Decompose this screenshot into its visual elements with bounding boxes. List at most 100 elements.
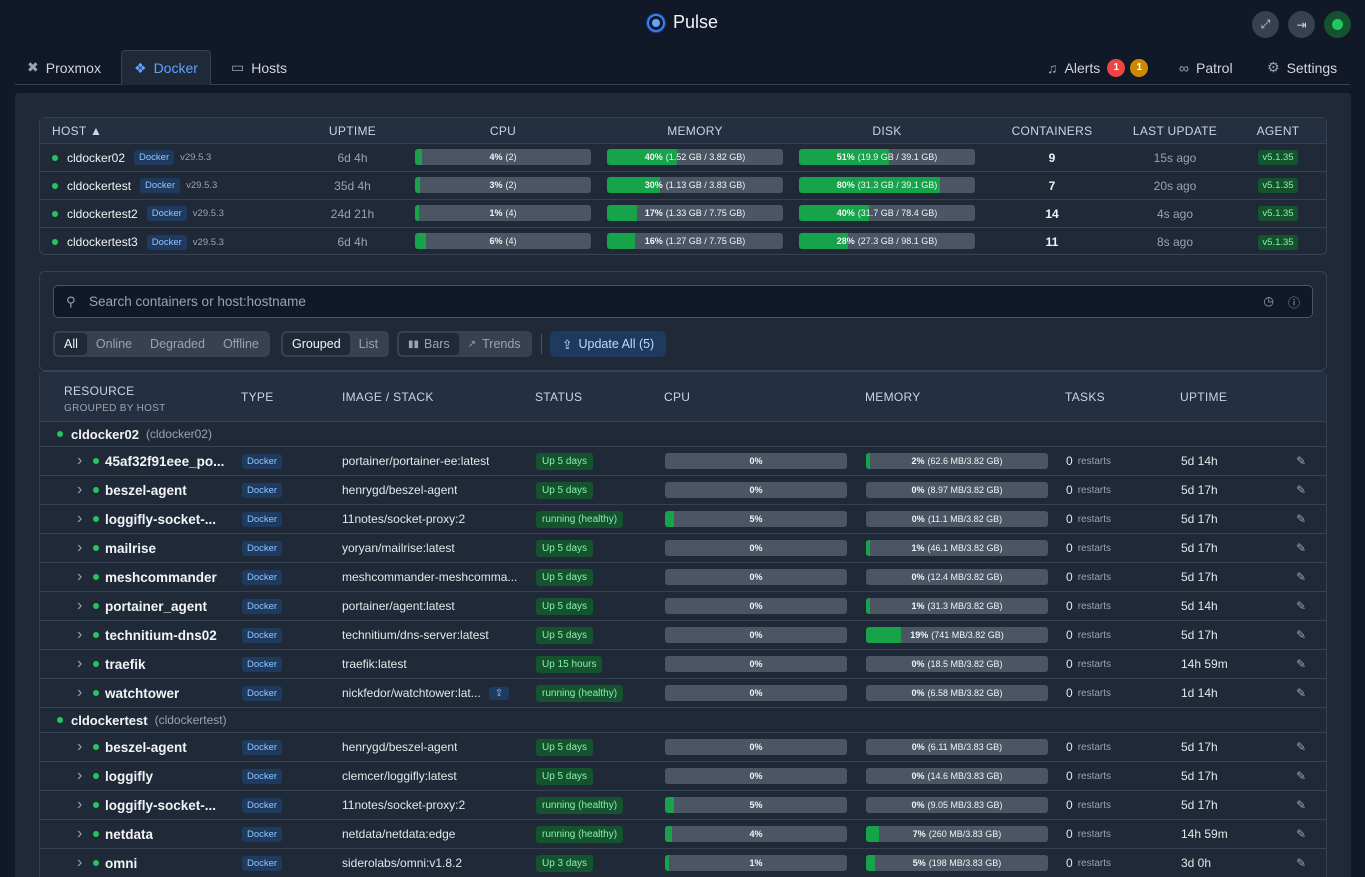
container-row[interactable]: › meshcommander Docker meshcommander-meshco… [40, 563, 1326, 592]
filter-all[interactable]: All [55, 333, 87, 355]
edit-pencil-icon[interactable]: ✎ [1296, 657, 1307, 671]
header-resource[interactable]: RESOURCE [64, 384, 135, 398]
edit-pencil-icon[interactable]: ✎ [1296, 769, 1307, 783]
container-row[interactable]: › loggifly-socket-... Docker 11notes/socket… [40, 791, 1326, 820]
chevron-right-icon[interactable]: › [77, 481, 83, 498]
header-memory[interactable]: MEMORY [667, 123, 723, 138]
history-icon[interactable]: ◷ [1263, 294, 1274, 308]
edit-pencil-icon[interactable]: ✎ [1296, 798, 1307, 812]
header-containers[interactable]: CONTAINERS [1011, 123, 1093, 138]
logout-icon[interactable]: ⇥ [1288, 11, 1315, 38]
filter-offline[interactable]: Offline [222, 337, 259, 351]
connection-status-icon[interactable] [1324, 11, 1351, 38]
status-badge: running (healthy) [536, 825, 624, 843]
chevron-right-icon[interactable]: › [77, 854, 83, 871]
edit-pencil-icon[interactable]: ✎ [1296, 856, 1307, 870]
filter-degraded[interactable]: Degraded [150, 337, 205, 351]
mode-trends[interactable]: ↗ Trends [459, 333, 530, 355]
container-row[interactable]: › beszel-agent Docker henrygd/beszel-agent U… [40, 476, 1326, 505]
view-grouped[interactable]: Grouped [283, 333, 350, 355]
fullscreen-icon[interactable]: ⤢ [1252, 11, 1279, 38]
last-update: 20s ago [1153, 178, 1197, 193]
tab-proxmox[interactable]: ✖ Proxmox [27, 59, 101, 76]
container-row[interactable]: › 45af32f91eee_po... Docker portainer/porta… [40, 447, 1326, 476]
container-uptime: 5d 17h [1181, 769, 1218, 783]
header-type[interactable]: TYPE [241, 389, 274, 404]
container-type-badge: Docker [242, 685, 283, 701]
running-status-icon [93, 860, 99, 866]
info-icon[interactable]: ⓘ [1287, 296, 1300, 310]
host-row[interactable]: cldockertest2 Docker v29.5.3 24d 21h 1% (4) 17… [40, 200, 1326, 228]
container-row[interactable]: › technitium-dns02 Docker technitium/dns-se… [40, 621, 1326, 650]
chevron-right-icon[interactable]: › [77, 684, 83, 701]
host-row[interactable]: cldocker02 Docker v29.5.3 6d 4h 4% (2) 40% (1.5… [40, 144, 1326, 172]
cpu-bar-fill [665, 826, 673, 842]
edit-pencil-icon[interactable]: ✎ [1296, 512, 1307, 526]
edit-pencil-icon[interactable]: ✎ [1296, 686, 1307, 700]
chevron-right-icon[interactable]: › [77, 767, 83, 784]
mode-bars[interactable]: ▮▮ Bars [399, 333, 459, 355]
header-disk[interactable]: DISK [872, 123, 902, 138]
header-last-update[interactable]: LAST UPDATE [1132, 123, 1218, 138]
container-name: watchtower [105, 685, 180, 701]
container-image: yoryan/mailrise:latest [342, 541, 455, 555]
edit-pencil-icon[interactable]: ✎ [1296, 483, 1307, 497]
chevron-right-icon[interactable]: › [77, 597, 83, 614]
container-row[interactable]: › traefik Docker traefik:latest Up 15 hours 0… [40, 650, 1326, 679]
edit-pencil-icon[interactable]: ✎ [1296, 541, 1307, 555]
chevron-right-icon[interactable]: › [77, 510, 83, 527]
chevron-right-icon[interactable]: › [77, 626, 83, 643]
container-count: 14 [1045, 206, 1059, 221]
container-row[interactable]: › watchtower Docker nickfedor/watchtower:la… [40, 679, 1326, 708]
container-row[interactable]: › mailrise Docker yoryan/mailrise:latest Up … [40, 534, 1326, 563]
tab-alerts[interactable]: ♫ Alerts 1 1 [1035, 50, 1160, 85]
edit-pencil-icon[interactable]: ✎ [1296, 740, 1307, 754]
header-uptime[interactable]: UPTIME [328, 123, 377, 138]
header-host[interactable]: HOST ▲ [52, 123, 103, 138]
container-row[interactable]: › beszel-agent Docker henrygd/beszel-agent U… [40, 733, 1326, 762]
update-available-icon[interactable]: ⇪ [488, 686, 510, 700]
memory-bar-fill [866, 826, 879, 842]
container-row[interactable]: › omni Docker siderolabs/omni:v1.8.2 Up 3 da… [40, 849, 1326, 877]
search-input[interactable]: ⚲ Search containers or host:hostname ◷ ⓘ [53, 285, 1313, 318]
container-row[interactable]: › loggifly Docker clemcer/loggifly:latest Up… [40, 762, 1326, 791]
chevron-right-icon[interactable]: › [77, 796, 83, 813]
view-list[interactable]: List [358, 337, 379, 351]
update-all-button[interactable]: ⇪ Update All (5) [550, 331, 667, 357]
chevron-right-icon[interactable]: › [77, 539, 83, 556]
host-row[interactable]: cldockertest Docker v29.5.3 35d 4h 3% (2) 30%(… [40, 172, 1326, 200]
header-memory[interactable]: MEMORY [865, 389, 921, 404]
chevron-right-icon[interactable]: › [77, 738, 83, 755]
edit-pencil-icon[interactable]: ✎ [1296, 628, 1307, 642]
header-cpu[interactable]: CPU [664, 389, 691, 404]
tab-patrol[interactable]: ∞ Patrol [1179, 59, 1233, 76]
tab-hosts[interactable]: ▭ Hosts [231, 59, 288, 76]
host-row[interactable]: cldockertest3 Docker v29.5.3 6d 4h 6% (4) 16%(… [40, 228, 1326, 256]
host-group-header[interactable]: cldocker02 (cldocker02) [40, 422, 1326, 447]
container-image: siderolabs/omni:v1.8.2 [342, 856, 463, 870]
container-row[interactable]: › portainer_agent Docker portainer/agent:la… [40, 592, 1326, 621]
disk-bar-fill [799, 149, 889, 165]
chevron-right-icon[interactable]: › [77, 655, 83, 672]
host-group-header[interactable]: cldockertest (cldockertest) [40, 708, 1326, 733]
filter-online[interactable]: Online [95, 337, 133, 351]
container-row[interactable]: › loggifly-socket-... Docker 11notes/socket… [40, 505, 1326, 534]
chevron-right-icon[interactable]: › [77, 825, 83, 842]
chevron-right-icon[interactable]: › [77, 568, 83, 585]
tab-docker[interactable]: ❖ Docker [121, 50, 211, 85]
edit-pencil-icon[interactable]: ✎ [1296, 599, 1307, 613]
container-row[interactable]: › netdata Docker netdata/netdata:edge runnin… [40, 820, 1326, 849]
memory-bar-fill [866, 627, 901, 643]
header-uptime[interactable]: UPTIME [1180, 389, 1228, 404]
header-cpu[interactable]: CPU [489, 123, 517, 138]
header-status[interactable]: STATUS [535, 389, 583, 404]
header-agent[interactable]: AGENT [1256, 123, 1300, 138]
edit-pencil-icon[interactable]: ✎ [1296, 454, 1307, 468]
chevron-right-icon[interactable]: › [77, 452, 83, 469]
tab-settings[interactable]: ⚙ Settings [1267, 59, 1338, 76]
container-name: beszel-agent [105, 739, 187, 755]
header-image[interactable]: IMAGE / STACK [342, 389, 434, 404]
header-tasks[interactable]: TASKS [1065, 389, 1105, 404]
edit-pencil-icon[interactable]: ✎ [1296, 570, 1307, 584]
edit-pencil-icon[interactable]: ✎ [1296, 827, 1307, 841]
